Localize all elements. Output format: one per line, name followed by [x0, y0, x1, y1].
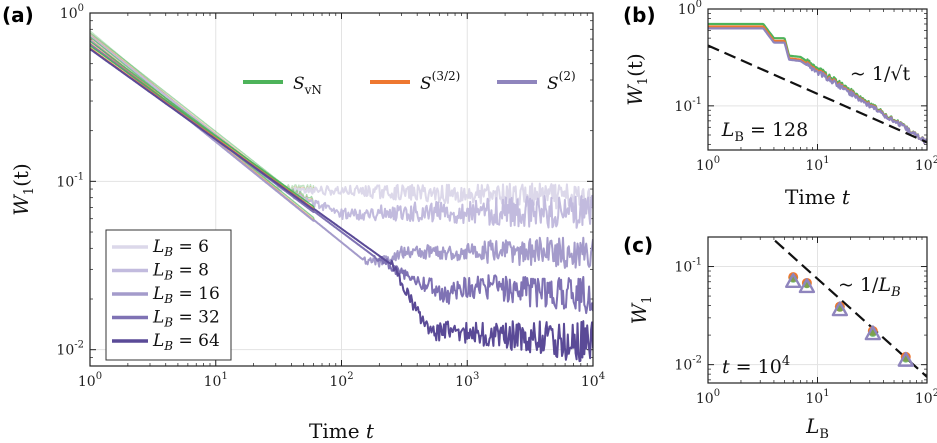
x-tick-label: 100 — [696, 155, 720, 174]
x-tick-label: 102 — [329, 371, 353, 390]
x-tick-label: 103 — [455, 371, 479, 390]
annotation-fit-sqrt: ~ 1/√t — [850, 63, 911, 85]
y-tick-label: 10-2 — [56, 340, 84, 359]
y-axis-label: W1(t) — [623, 53, 651, 106]
legend-label-s2: S(2) — [547, 69, 576, 94]
size-legend-label-32: LB = 32 — [152, 308, 220, 330]
size-legend-label-64: LB = 64 — [152, 331, 220, 353]
panel-a-chart: 100 101 102 103 104 10-2 10-1 100 Time t W1(t) SvN… — [2, 3, 605, 443]
x-tick-label: 101 — [805, 155, 829, 174]
y-tick-label: 100 — [678, 0, 702, 18]
size-legend-label-6: LB = 6 — [152, 237, 209, 259]
series-group — [708, 22, 927, 144]
size-legend-label-16: LB = 16 — [152, 284, 220, 306]
y-tick-label: 10-1 — [674, 257, 702, 276]
panel-label-a: (a) — [2, 3, 34, 27]
legend-label-svn: SvN — [293, 74, 322, 97]
point-s2-LB32 — [864, 325, 882, 341]
y-axis-label: W1 — [627, 296, 655, 325]
size-legend-label-8: LB = 8 — [152, 261, 209, 283]
y-tick-label: 10-1 — [56, 171, 84, 190]
annotation-t: t = 104 — [722, 354, 790, 378]
legend-label-s32: S(3/2) — [420, 69, 460, 94]
x-axis-label: Time t — [309, 419, 375, 443]
panel-label-c: (c) — [623, 233, 653, 257]
points-group — [769, 237, 927, 378]
point-s2-LB64 — [897, 351, 914, 367]
x-tick-label: 102 — [915, 155, 937, 174]
x-tick-label: 101 — [204, 371, 228, 390]
point-s2-LB8 — [798, 278, 816, 294]
axes-frame — [89, 12, 594, 367]
series-LB8-s2 — [90, 35, 593, 229]
point-s2-LB6 — [785, 272, 802, 288]
x-axis-label: Time t — [785, 185, 851, 209]
y-axis-label: W1(t) — [9, 163, 37, 216]
x-axis-label: LB — [805, 414, 829, 442]
x-tick-label: 102 — [915, 388, 937, 407]
point-s2-LB16 — [831, 301, 849, 317]
axes-frame — [707, 8, 928, 151]
fit-line-sqrt — [708, 44, 927, 144]
series-group — [90, 30, 593, 363]
x-tick-label: 104 — [581, 371, 605, 390]
series-LB64-s2 — [90, 48, 593, 363]
x-tick-label: 100 — [78, 371, 102, 390]
panel-label-b: (b) — [623, 3, 656, 27]
y-tick-label: 10-1 — [674, 96, 702, 115]
y-tick-label: 100 — [60, 3, 84, 22]
x-tick-label: 100 — [696, 388, 720, 407]
x-tick-label: 101 — [805, 388, 829, 407]
series-s2 — [708, 27, 927, 144]
annotation-LB-label: LB = 128 — [721, 119, 808, 145]
panel-c-chart: 100 101 102 10-2 10-1 t = 104 ~ 1/LB LB W1 (c) — [623, 233, 937, 442]
axes-frame — [707, 236, 928, 384]
y-tick-label: 10-2 — [674, 355, 702, 374]
annotation-fit-inverse: ~ 1/LB — [838, 274, 901, 300]
fit-line-inverse — [769, 237, 927, 378]
